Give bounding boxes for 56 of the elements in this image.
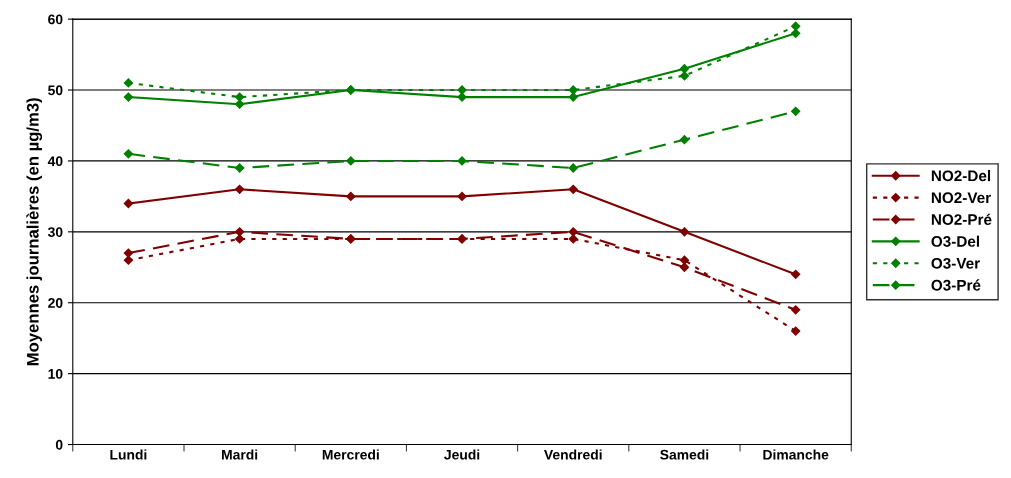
point [234, 99, 245, 109]
point [791, 28, 801, 38]
point [568, 184, 578, 194]
point [346, 191, 356, 202]
x-tick-label: Samedi [660, 449, 709, 460]
point [346, 156, 356, 166]
legend-label: NO2-Pré [931, 213, 992, 225]
point [123, 255, 134, 265]
point [234, 163, 245, 173]
y-tick-label: 60 [48, 14, 63, 25]
x-tick-label: Lundi [110, 449, 147, 460]
point [791, 106, 801, 116]
x-tick-label: Mardi [222, 449, 258, 460]
y-axis-title: Moyennes journalières (en µg/m3) [26, 98, 43, 366]
x-tick-label: Dimanche [763, 449, 829, 460]
point [791, 305, 801, 315]
legend-label: NO2-Ver [931, 192, 991, 204]
point [679, 135, 690, 145]
y-tick-label: 20 [48, 298, 63, 308]
point [457, 92, 467, 102]
point [234, 92, 245, 102]
point [568, 85, 578, 95]
point [123, 149, 134, 159]
legend-label: O3-Ver [931, 257, 980, 269]
point [568, 234, 578, 244]
legend-label: O3-Pré [931, 279, 981, 291]
point [457, 156, 467, 166]
point [234, 227, 245, 237]
y-tick-label: 0 [55, 439, 63, 450]
point [679, 262, 690, 272]
point [679, 71, 690, 81]
x-tick-label: Jeudi [444, 449, 480, 460]
point [457, 191, 467, 202]
point [123, 198, 134, 209]
y-tick-label: 30 [47, 227, 63, 238]
point [679, 227, 690, 237]
legend-label: O3-Del [931, 235, 980, 247]
point [234, 184, 245, 194]
y-tick-label: 40 [47, 156, 63, 167]
y-tick-label: 50 [48, 85, 63, 96]
point [791, 21, 801, 31]
point [123, 92, 134, 102]
point [679, 255, 690, 265]
point [123, 248, 134, 258]
point [568, 227, 578, 237]
point [568, 92, 578, 102]
x-tick-label: Vendredi [544, 449, 602, 460]
legend-label: NO2-Del [931, 170, 991, 182]
point [791, 269, 801, 279]
point [791, 326, 801, 336]
point [568, 163, 578, 173]
x-tick-label: Mercredi [322, 449, 379, 460]
point [679, 64, 690, 74]
point [234, 234, 245, 244]
point [123, 78, 134, 88]
y-tick-label: 10 [48, 368, 63, 379]
